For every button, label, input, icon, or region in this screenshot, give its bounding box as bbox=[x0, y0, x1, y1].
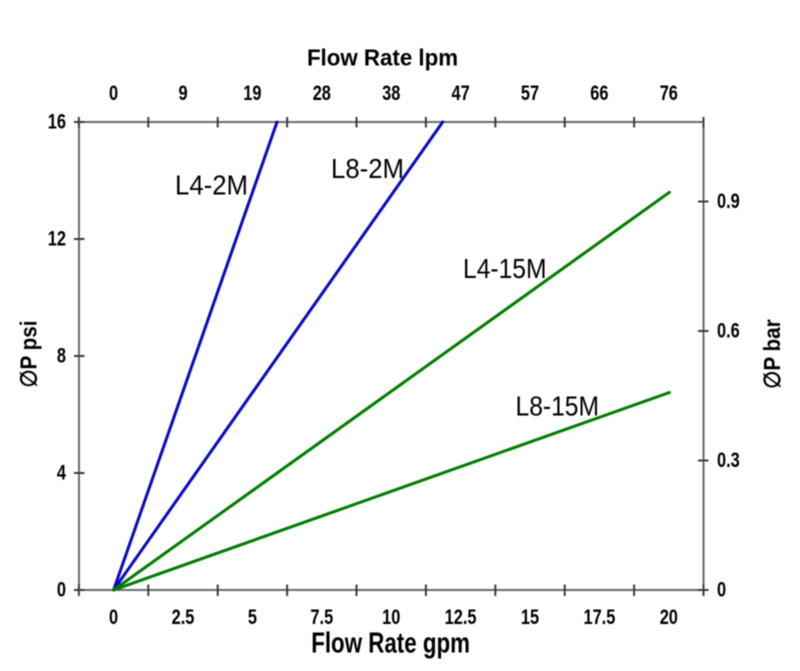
svg-text:5: 5 bbox=[248, 605, 257, 628]
svg-text:L4-15M: L4-15M bbox=[463, 253, 547, 285]
svg-text:7.5: 7.5 bbox=[310, 605, 333, 628]
svg-text:9: 9 bbox=[178, 81, 187, 104]
svg-text:Flow Rate gpm: Flow Rate gpm bbox=[311, 628, 470, 659]
svg-text:2.5: 2.5 bbox=[172, 605, 195, 628]
svg-text:16: 16 bbox=[48, 109, 66, 132]
svg-text:L4-2M: L4-2M bbox=[175, 170, 248, 201]
svg-text:20: 20 bbox=[660, 605, 678, 628]
svg-text:0: 0 bbox=[109, 605, 118, 628]
svg-text:28: 28 bbox=[313, 81, 331, 104]
svg-text:0: 0 bbox=[57, 577, 66, 600]
svg-text:38: 38 bbox=[382, 81, 400, 104]
svg-text:12.5: 12.5 bbox=[445, 605, 477, 628]
svg-text:∅P psi: ∅P psi bbox=[15, 320, 41, 387]
svg-text:57: 57 bbox=[521, 81, 539, 104]
svg-text:17.5: 17.5 bbox=[583, 605, 615, 628]
svg-text:8: 8 bbox=[57, 343, 66, 366]
svg-text:L8-15M: L8-15M bbox=[516, 390, 600, 422]
svg-text:L8-2M: L8-2M bbox=[331, 153, 404, 184]
svg-text:0.6: 0.6 bbox=[717, 318, 740, 341]
svg-text:66: 66 bbox=[590, 81, 608, 104]
svg-text:15: 15 bbox=[521, 605, 539, 628]
svg-text:47: 47 bbox=[451, 81, 469, 104]
svg-text:10: 10 bbox=[382, 605, 400, 628]
svg-text:12: 12 bbox=[48, 226, 66, 249]
svg-text:0.3: 0.3 bbox=[717, 448, 740, 471]
svg-text:∅P bar: ∅P bar bbox=[759, 319, 785, 389]
svg-text:0: 0 bbox=[717, 577, 726, 600]
svg-text:0.9: 0.9 bbox=[717, 189, 740, 212]
svg-text:4: 4 bbox=[57, 460, 67, 483]
svg-text:0: 0 bbox=[109, 81, 118, 104]
svg-text:76: 76 bbox=[660, 81, 678, 104]
svg-text:19: 19 bbox=[243, 81, 261, 104]
svg-text:Flow Rate lpm: Flow Rate lpm bbox=[307, 44, 458, 70]
